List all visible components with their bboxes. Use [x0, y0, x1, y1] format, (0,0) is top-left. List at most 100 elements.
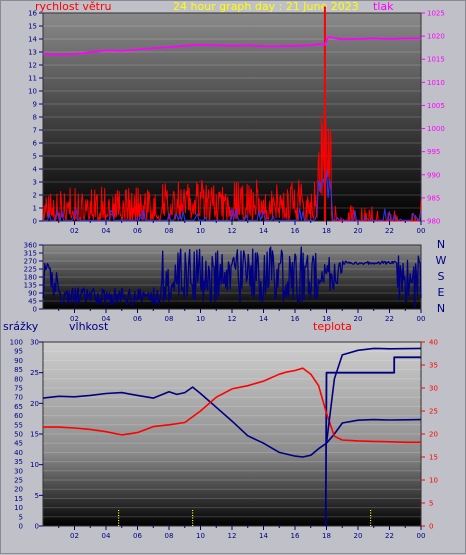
humidity-line	[42, 386, 422, 458]
wind-panel-xlabel-06: 06	[133, 227, 142, 235]
wind-panel-xlabel-10: 10	[196, 227, 205, 235]
wind-ylabel-12: 12	[28, 62, 37, 70]
temperature-line	[43, 367, 421, 444]
direction-panel-xlabel-02: 02	[70, 315, 79, 323]
wind-average-line	[42, 169, 422, 222]
rain-ylabel-20: 20	[30, 400, 39, 408]
humidity-axis-label: vlhkost	[69, 320, 109, 333]
wind-ylabel-0: 0	[33, 218, 37, 226]
pressure-ylabel-1015: 1015	[427, 56, 445, 64]
wind-panel-xlabel-08: 08	[165, 227, 174, 235]
pressure-ylabel-1010: 1010	[427, 79, 445, 87]
direction-panel-xlabel-06: 06	[133, 315, 142, 323]
humidity-ylabel-15: 15	[14, 495, 23, 503]
wind-ylabel-16: 16	[28, 10, 37, 18]
direction-panel-xlabel-22: 22	[385, 315, 394, 323]
pressure-ylabel-1000: 1000	[427, 125, 445, 133]
rain-ylabel-30: 30	[30, 339, 39, 347]
humidity-ylabel-35: 35	[14, 458, 23, 466]
temp-ylabel-30: 30	[429, 385, 438, 393]
direction-panel-xlabel-00: 00	[417, 315, 426, 323]
humidity-ylabel-25: 25	[14, 477, 23, 485]
direction-ylabel-360: 360	[24, 242, 37, 250]
humidity-panel-xlabel-18: 18	[322, 532, 331, 540]
wind-ylabel-4: 4	[33, 166, 38, 174]
wind-direction-line	[42, 246, 422, 309]
rain-ylabel-15: 15	[30, 431, 39, 439]
wind-panel-xlabel-22: 22	[385, 227, 394, 235]
wind-panel-xlabel-20: 20	[354, 227, 363, 235]
compass-label-1: W	[436, 254, 447, 267]
humidity-panel-xlabel-10: 10	[196, 532, 205, 540]
pressure-ylabel-1020: 1020	[427, 33, 445, 41]
wind-panel-xlabel-16: 16	[291, 227, 300, 235]
wind-ylabel-15: 15	[28, 23, 37, 31]
wind-panel-xlabel-04: 04	[102, 227, 111, 235]
wind-panel-xlabel-02: 02	[70, 227, 79, 235]
humidity-ylabel-70: 70	[14, 394, 23, 402]
humidity-panel-xlabel-14: 14	[259, 532, 268, 540]
direction-ylabel-0: 0	[33, 306, 37, 314]
humidity-ylabel-0: 0	[19, 523, 23, 531]
pressure-axis-label: tlak	[373, 0, 394, 13]
humidity-ylabel-55: 55	[14, 421, 23, 429]
humidity-panel-xlabel-16: 16	[291, 532, 300, 540]
wind-axis-label: rychlost větru	[35, 0, 112, 13]
temp-ylabel-40: 40	[429, 339, 438, 347]
compass-label-0: N	[437, 238, 445, 251]
wind-panel-background	[42, 12, 422, 222]
humidity-ylabel-75: 75	[14, 385, 23, 393]
pressure-ylabel-980: 980	[427, 218, 440, 226]
temp-ylabel-25: 25	[429, 408, 438, 416]
direction-panel-xlabel-14: 14	[259, 315, 268, 323]
wind-ylabel-11: 11	[28, 75, 37, 83]
humidity-ylabel-20: 20	[14, 486, 23, 494]
compass-label-4: N	[437, 302, 445, 315]
rain-ylabel-5: 5	[35, 492, 39, 500]
temperature-axis-label: teplota	[313, 320, 352, 333]
humidity-post-storm-line	[325, 347, 422, 444]
temp-ylabel-15: 15	[429, 454, 438, 462]
humidity-ylabel-40: 40	[14, 449, 23, 457]
wind-panel-xlabel-18: 18	[322, 227, 331, 235]
wind-ylabel-3: 3	[33, 179, 37, 187]
wind-ylabel-8: 8	[33, 114, 37, 122]
humidity-ylabel-80: 80	[14, 375, 23, 383]
temp-ylabel-0: 0	[429, 523, 433, 531]
wind-panel-xlabel-12: 12	[228, 227, 237, 235]
wind-ylabel-7: 7	[33, 127, 37, 135]
humidity-ylabel-5: 5	[19, 513, 23, 521]
wind-panel-xlabel-14: 14	[259, 227, 268, 235]
wind-ylabel-14: 14	[28, 36, 37, 44]
direction-ylabel-135: 135	[24, 282, 37, 290]
humidity-ylabel-60: 60	[14, 412, 23, 420]
direction-ylabel-45: 45	[28, 298, 37, 306]
humidity-ylabel-90: 90	[14, 357, 23, 365]
wind-ylabel-5: 5	[33, 153, 37, 161]
humidity-ylabel-50: 50	[14, 431, 23, 439]
humidity-ylabel-100: 100	[10, 339, 23, 347]
humidity-ylabel-65: 65	[14, 403, 23, 411]
pressure-ylabel-1025: 1025	[427, 10, 445, 18]
wind-ylabel-1: 1	[33, 205, 37, 213]
direction-panel-xlabel-18: 18	[322, 315, 331, 323]
humidity-panel-xlabel-00: 00	[417, 532, 426, 540]
direction-ylabel-225: 225	[24, 266, 37, 274]
humidity-ylabel-30: 30	[14, 467, 23, 475]
direction-panel-xlabel-10: 10	[196, 315, 205, 323]
chart-title: 24 hour graph day : 21 June 2023	[173, 0, 359, 13]
wind-ylabel-6: 6	[33, 140, 38, 148]
pressure-ylabel-985: 985	[427, 194, 440, 202]
wind-ylabel-2: 2	[33, 192, 37, 200]
humidity-panel-xlabel-20: 20	[354, 532, 363, 540]
humidity-panel-xlabel-08: 08	[165, 532, 174, 540]
pressure-ylabel-1005: 1005	[427, 102, 445, 110]
direction-ylabel-270: 270	[24, 258, 37, 266]
humidity-ylabel-95: 95	[14, 348, 23, 356]
direction-panel-xlabel-08: 08	[165, 315, 174, 323]
temp-ylabel-35: 35	[429, 362, 438, 370]
compass-label-2: S	[438, 270, 445, 283]
temp-ylabel-20: 20	[429, 431, 438, 439]
